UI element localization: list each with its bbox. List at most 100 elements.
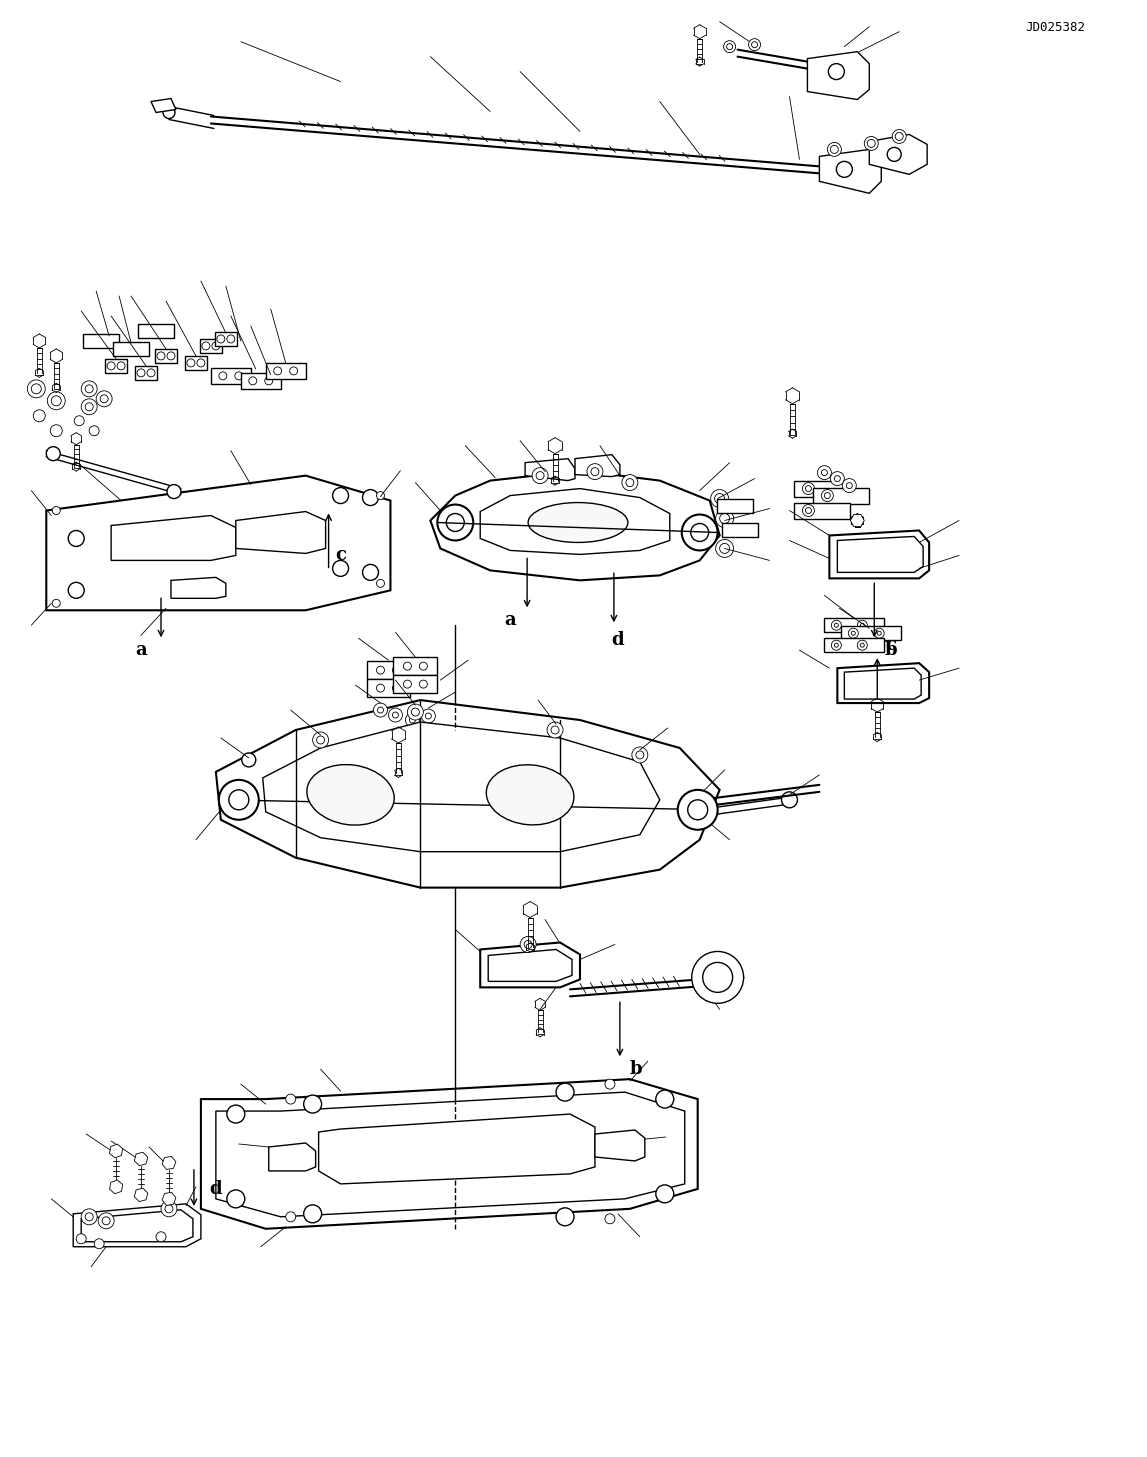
Circle shape [85,385,93,393]
Polygon shape [795,503,850,519]
Polygon shape [111,516,236,561]
Circle shape [76,1234,86,1244]
Polygon shape [268,1142,315,1171]
Text: d: d [210,1180,223,1198]
Circle shape [147,369,155,377]
Circle shape [437,504,474,541]
Circle shape [551,726,559,734]
Circle shape [692,951,743,1004]
Circle shape [94,1238,104,1249]
Polygon shape [266,363,305,379]
Polygon shape [241,373,281,389]
Circle shape [587,463,603,479]
Polygon shape [114,342,149,356]
Circle shape [165,1195,173,1202]
Polygon shape [525,459,575,481]
Circle shape [242,753,256,766]
Circle shape [197,358,205,367]
Circle shape [227,1190,244,1208]
Circle shape [857,621,867,631]
Polygon shape [236,511,326,554]
Circle shape [834,624,838,628]
Circle shape [857,640,867,650]
Polygon shape [162,1192,175,1205]
Circle shape [85,402,93,411]
Circle shape [827,143,842,156]
Circle shape [265,377,273,385]
Polygon shape [162,1157,175,1170]
Circle shape [409,717,415,723]
Text: d: d [611,631,624,650]
Circle shape [832,640,842,650]
Circle shape [656,1185,673,1203]
Polygon shape [319,1115,595,1185]
Circle shape [274,367,282,374]
Circle shape [404,661,412,670]
Polygon shape [807,51,869,99]
Circle shape [219,372,227,380]
Circle shape [229,790,249,810]
Circle shape [421,710,436,723]
Circle shape [286,1094,296,1104]
Circle shape [842,478,857,492]
Circle shape [362,564,379,580]
Circle shape [163,106,175,118]
Circle shape [821,469,827,475]
Polygon shape [73,1203,201,1247]
Circle shape [892,130,906,143]
Polygon shape [84,334,119,348]
Polygon shape [489,950,572,982]
Polygon shape [721,523,757,538]
Circle shape [89,425,99,436]
Circle shape [781,791,797,807]
Circle shape [102,1217,110,1225]
Polygon shape [595,1131,645,1161]
Circle shape [803,504,814,517]
Circle shape [860,624,865,628]
Circle shape [895,133,903,140]
Polygon shape [138,323,174,338]
Text: a: a [505,612,516,629]
Circle shape [547,723,563,739]
Polygon shape [106,358,127,373]
Polygon shape [367,679,411,696]
Circle shape [100,395,108,402]
Circle shape [851,631,856,635]
Circle shape [818,466,832,479]
Circle shape [374,704,388,717]
Ellipse shape [528,503,627,542]
Circle shape [832,621,842,631]
Circle shape [96,390,112,407]
Polygon shape [110,1144,123,1158]
Circle shape [333,488,349,504]
Circle shape [834,643,838,647]
Circle shape [803,482,814,494]
Polygon shape [200,339,221,353]
Circle shape [556,1083,574,1101]
Circle shape [716,510,734,527]
Circle shape [136,369,145,377]
Circle shape [50,425,62,437]
Polygon shape [216,699,719,887]
Circle shape [719,543,729,554]
Circle shape [304,1096,321,1113]
Circle shape [830,146,838,153]
Circle shape [53,599,61,608]
Circle shape [33,409,45,421]
Circle shape [156,1231,166,1241]
Circle shape [830,472,844,485]
Circle shape [68,530,84,546]
Circle shape [412,708,420,715]
Circle shape [604,1080,615,1090]
Polygon shape [81,1209,193,1241]
Polygon shape [151,99,175,112]
Circle shape [235,372,243,380]
Polygon shape [575,455,619,476]
Circle shape [719,513,729,523]
Circle shape [524,940,532,949]
Circle shape [591,468,599,475]
Circle shape [161,1201,177,1217]
Circle shape [834,475,841,482]
Circle shape [227,1104,244,1123]
Circle shape [377,707,383,712]
